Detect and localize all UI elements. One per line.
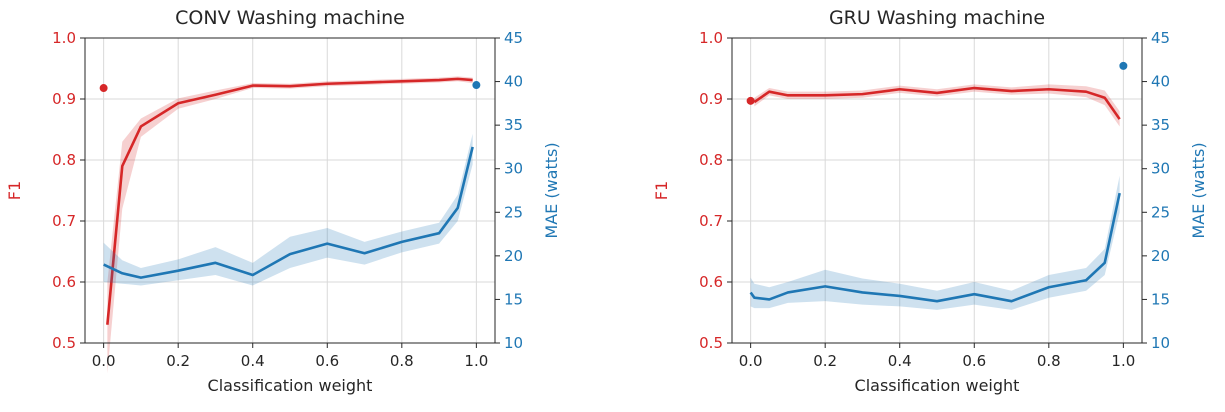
x-tick-label: 0.4	[888, 352, 912, 370]
y-left-tick-label: 0.8	[699, 151, 723, 169]
f1-line	[753, 86, 1121, 120]
y-left-tick-label: 0.7	[699, 212, 723, 230]
y-right-tick-label: 30	[1151, 160, 1170, 178]
x-tick-label: 0.2	[166, 352, 190, 370]
y-right-tick-label: 35	[1151, 116, 1170, 134]
plot-frame	[731, 37, 1143, 344]
mae-point	[1119, 61, 1128, 70]
y-left-tick-label: 1.0	[52, 29, 76, 47]
y-right-tick-label: 15	[1151, 290, 1170, 308]
y-left-tick-label: 0.6	[699, 273, 723, 291]
x-tick-label: 0.4	[241, 352, 265, 370]
chart-gru-washing-machine: 0.0 0.2 0.4 0.6 0.8 1.0 0.5 0.6 0.7 0.8 0.9 1.0 10 15…	[652, 7, 1208, 395]
y-right-tick-label: 25	[1151, 203, 1170, 221]
y-right-tick-label: 20	[1151, 247, 1170, 265]
x-tick-label: 0.8	[1037, 352, 1061, 370]
y-left-tick-label: 0.8	[52, 151, 76, 169]
x-axis-label: Classification weight	[208, 376, 373, 395]
x-tick-label: 0.6	[962, 352, 986, 370]
y-right-tick-label: 45	[1151, 29, 1170, 47]
y-right-tick-label: 20	[504, 247, 523, 265]
y-left-tick-label: 0.5	[699, 334, 723, 352]
y-left-tick-label: 0.6	[52, 273, 76, 291]
x-tick-label: 0.8	[390, 352, 414, 370]
y-left-tick-label: 0.7	[52, 212, 76, 230]
mae-point	[472, 81, 481, 90]
y-right-tick-label: 10	[504, 334, 523, 352]
x-tick-label: 0.6	[315, 352, 339, 370]
x-tick-label: 0.0	[739, 352, 763, 370]
x-axis-label: Classification weight	[855, 376, 1020, 395]
y-right-tick-label: 30	[504, 160, 523, 178]
plot-frame	[84, 37, 496, 344]
y-left-axis-label: F1	[5, 181, 24, 200]
y-right-tick-label: 15	[504, 290, 523, 308]
chart-conv-washing-machine: 0.0 0.2 0.4 0.6 0.8 1.0 0.5 0.6 0.7 0.8 0.9 1.0 10 15…	[5, 7, 561, 395]
y-right-tick-label: 45	[504, 29, 523, 47]
y-right-tick-label: 10	[1151, 334, 1170, 352]
f1-confidence-band	[107, 76, 473, 374]
mae-confidence-band	[750, 175, 1120, 310]
y-left-tick-label: 1.0	[699, 29, 723, 47]
chart-title: GRU Washing machine	[829, 7, 1045, 29]
y-right-tick-label: 25	[504, 203, 523, 221]
y-left-tick-label: 0.9	[52, 90, 76, 108]
chart-title: CONV Washing machine	[175, 7, 405, 29]
mae-line	[103, 146, 474, 279]
x-tick-label: 0.2	[813, 352, 837, 370]
x-tick-label: 0.0	[92, 352, 116, 370]
y-right-tick-label: 40	[504, 73, 523, 91]
f1-line	[106, 77, 473, 325]
x-tick-label: 1.0	[464, 352, 488, 370]
f1-point	[99, 84, 108, 93]
y-right-axis-label: MAE (watts)	[1189, 142, 1208, 238]
y-right-tick-label: 35	[504, 116, 523, 134]
y-right-axis-label: MAE (watts)	[542, 142, 561, 238]
x-tick-label: 1.0	[1111, 352, 1135, 370]
y-left-tick-label: 0.9	[699, 90, 723, 108]
mae-confidence-band	[103, 133, 473, 286]
y-left-axis-label: F1	[652, 181, 671, 200]
mae-line	[749, 192, 1121, 303]
y-right-tick-label: 40	[1151, 73, 1170, 91]
f1-point	[746, 96, 755, 105]
y-left-tick-label: 0.5	[52, 334, 76, 352]
